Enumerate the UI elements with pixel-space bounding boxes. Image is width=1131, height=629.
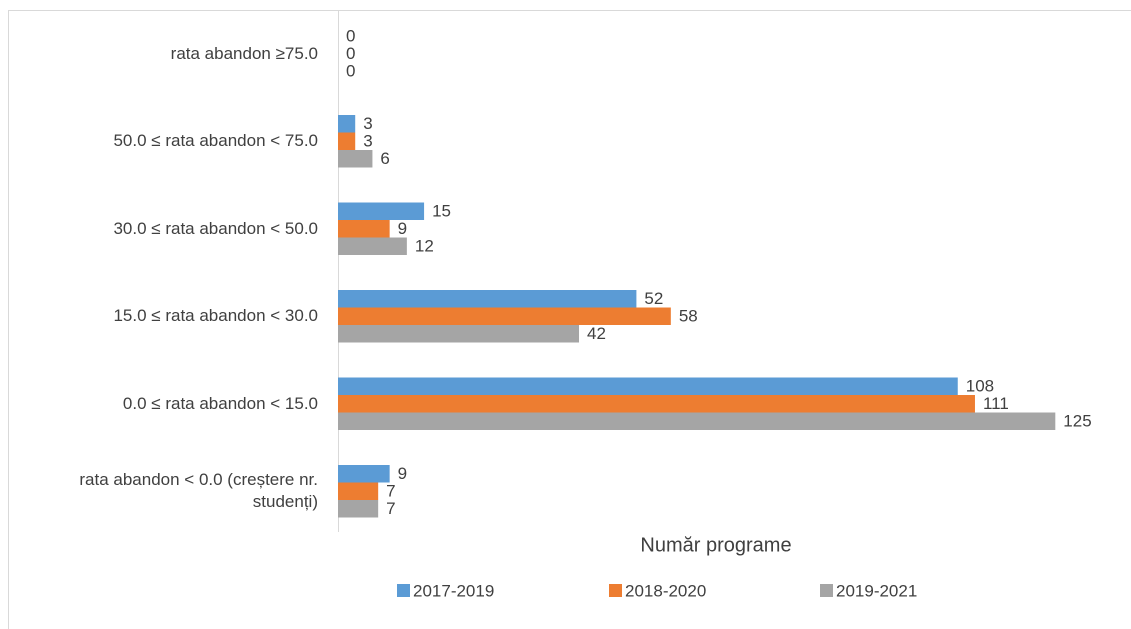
data-label: 3 [363, 114, 372, 133]
bar [338, 325, 580, 343]
data-label: 0 [346, 62, 355, 81]
legend-label: 2019-2021 [836, 581, 917, 600]
bar [338, 412, 1056, 430]
y-tick-label: 15.0 ≤ rata abandon < 30.0 [113, 306, 318, 326]
data-label: 58 [679, 307, 698, 326]
bar [338, 132, 356, 150]
data-label: 0 [346, 44, 355, 63]
data-label: 15 [432, 202, 451, 221]
y-tick-label: 0.0 ≤ rata abandon < 15.0 [122, 393, 318, 413]
bar [338, 500, 379, 518]
data-label: 108 [966, 377, 994, 396]
data-label: 12 [415, 237, 434, 256]
data-label: 7 [386, 499, 395, 518]
y-tick-label: rata abandon < 0.0 (creștere nr. studenț… [79, 470, 318, 512]
y-tick-label: 30.0 ≤ rata abandon < 50.0 [113, 218, 318, 238]
bar [338, 465, 390, 483]
bar [338, 202, 425, 220]
y-tick-label: 50.0 ≤ rata abandon < 75.0 [113, 131, 318, 151]
legend-label: 2017-2019 [413, 581, 494, 600]
data-label: 0 [346, 27, 355, 46]
data-label: 7 [386, 482, 395, 501]
legend-label: 2018-2020 [625, 581, 706, 600]
data-label: 9 [398, 464, 407, 483]
data-label: 9 [398, 219, 407, 238]
bar [338, 377, 958, 395]
legend-swatch [820, 584, 833, 597]
data-label: 6 [380, 149, 389, 168]
bar [338, 150, 373, 168]
chart-border [8, 10, 1131, 629]
data-label: 111 [983, 394, 1009, 413]
bar [338, 220, 390, 238]
bar [338, 115, 356, 133]
y-tick-label: rata abandon ≥75.0 [170, 43, 318, 63]
legend-swatch [609, 584, 622, 597]
bar [338, 237, 407, 255]
bar [338, 482, 379, 500]
data-label: 3 [363, 132, 372, 151]
x-axis-title: Număr programe [640, 534, 791, 556]
bar [338, 307, 671, 325]
bar [338, 290, 637, 308]
data-label: 125 [1063, 412, 1091, 431]
data-label: 42 [587, 324, 606, 343]
bar [338, 395, 975, 413]
legend-swatch [397, 584, 410, 597]
data-label: 52 [644, 289, 663, 308]
